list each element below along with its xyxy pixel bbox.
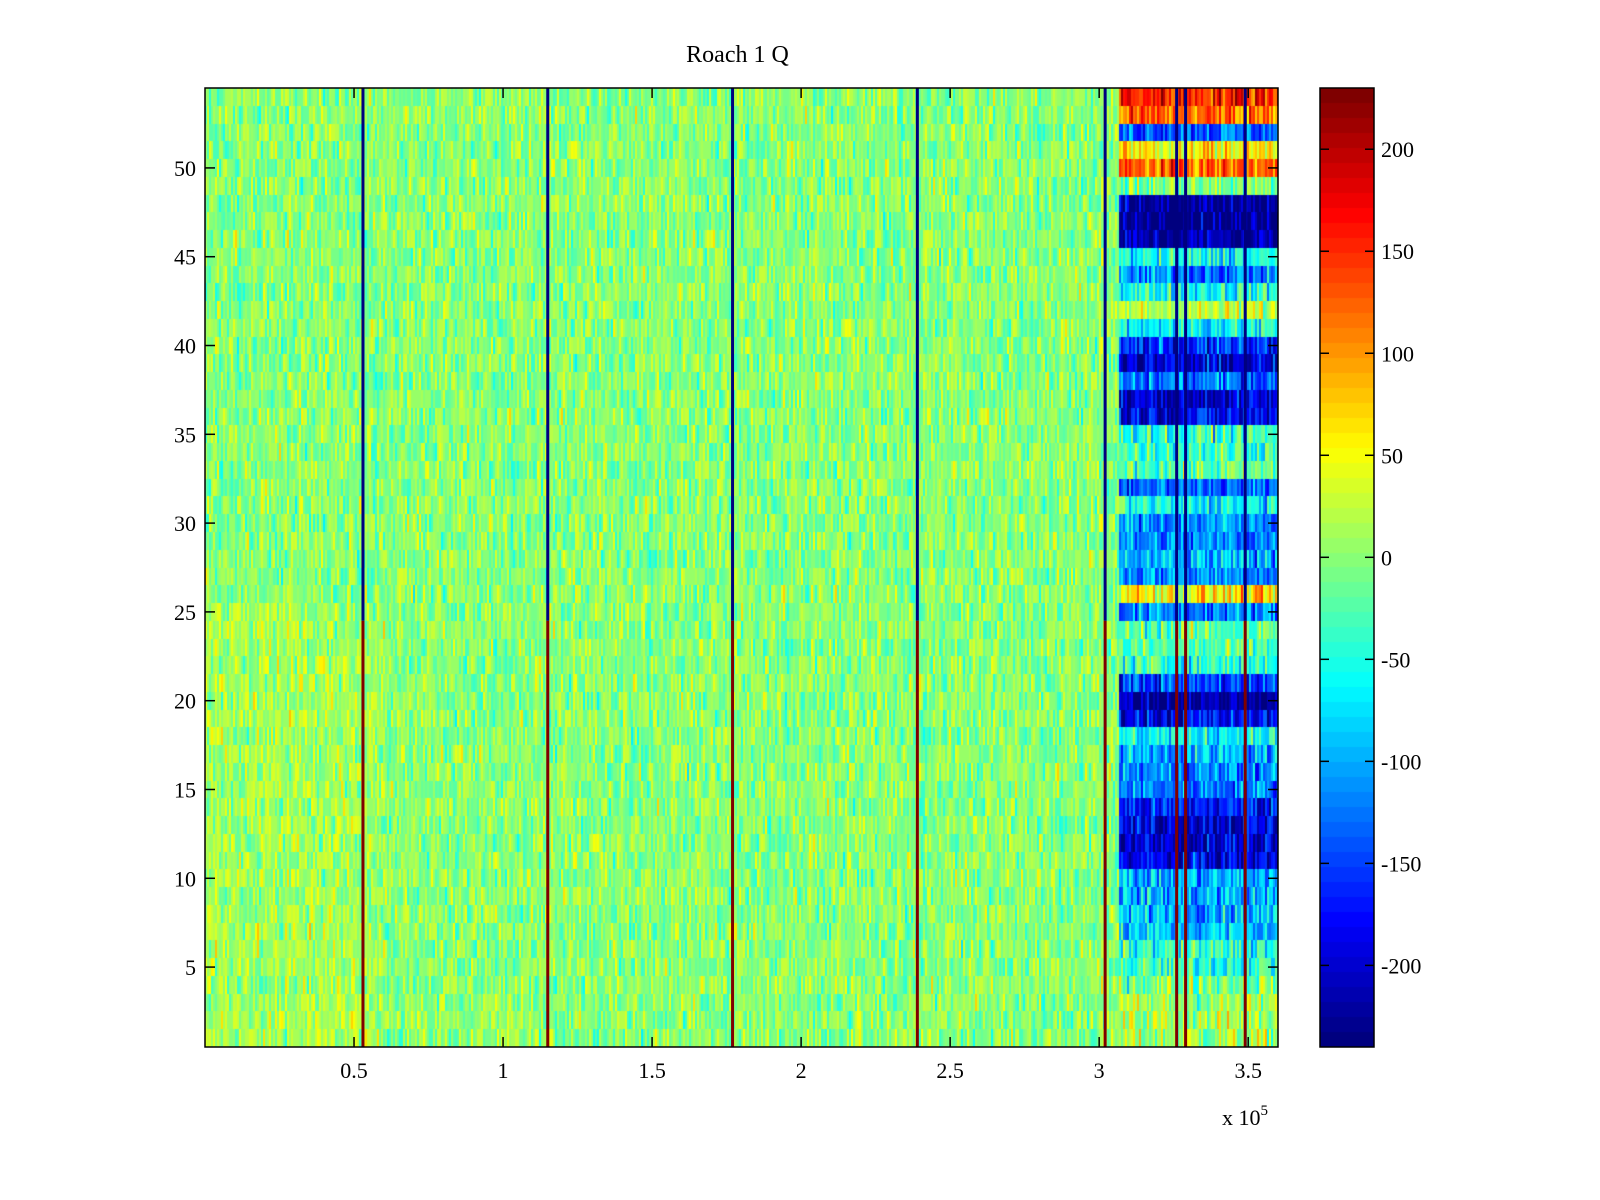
plot-frame — [204, 87, 1279, 1048]
colorbar-tick-label: -50 — [1381, 647, 1410, 672]
colorbar-tick-label: -200 — [1381, 953, 1421, 978]
colorbar-ticks: 200 150 100 50 0 -50 -100 -150 -200 — [1320, 137, 1421, 978]
y-tick-label: 30 — [174, 511, 196, 536]
colorbar-tick-label: -100 — [1381, 749, 1421, 774]
y-tick-label: 40 — [174, 334, 196, 359]
y-tick-label: 5 — [185, 955, 196, 980]
colorbar-tick-label: -150 — [1381, 851, 1421, 876]
colorbar-tick-label: 0 — [1381, 545, 1392, 570]
y-tick-label: 20 — [174, 689, 196, 714]
x-tick-label: 2.5 — [936, 1058, 964, 1083]
colorbar-tick-label: 100 — [1381, 341, 1414, 366]
x-tick-label: 3 — [1094, 1058, 1105, 1083]
colorbar-tick-label: 200 — [1381, 137, 1414, 162]
y-axis-ticks: 5 10 15 20 25 30 35 40 45 50 — [174, 156, 1278, 980]
x-multiplier-label: x 105 — [1222, 1103, 1268, 1130]
x-tick-label: 1.5 — [638, 1058, 666, 1083]
x-tick-label: 0.5 — [340, 1058, 368, 1083]
heatmap-cells — [205, 88, 1278, 1047]
y-tick-label: 15 — [174, 777, 196, 802]
colorbar-frame — [1319, 87, 1375, 1048]
x-tick-label: 2 — [796, 1058, 807, 1083]
y-tick-label: 50 — [174, 156, 196, 181]
x-tick-label: 3.5 — [1234, 1058, 1262, 1083]
colorbar-tick-label: 50 — [1381, 443, 1403, 468]
colorbar — [1320, 88, 1374, 1047]
y-tick-label: 45 — [174, 245, 196, 270]
x-axis-ticks: 0.5 1 1.5 2 2.5 3 3.5 — [340, 88, 1262, 1083]
chart-title: Roach 1 Q — [686, 42, 789, 68]
y-tick-label: 10 — [174, 866, 196, 891]
x-tick-label: 1 — [498, 1058, 509, 1083]
heatmap-plot-area — [205, 88, 1278, 1047]
y-tick-label: 35 — [174, 422, 196, 447]
colorbar-tick-label: 150 — [1381, 239, 1414, 264]
y-tick-label: 25 — [174, 600, 196, 625]
spike-lines — [361, 88, 1247, 1047]
